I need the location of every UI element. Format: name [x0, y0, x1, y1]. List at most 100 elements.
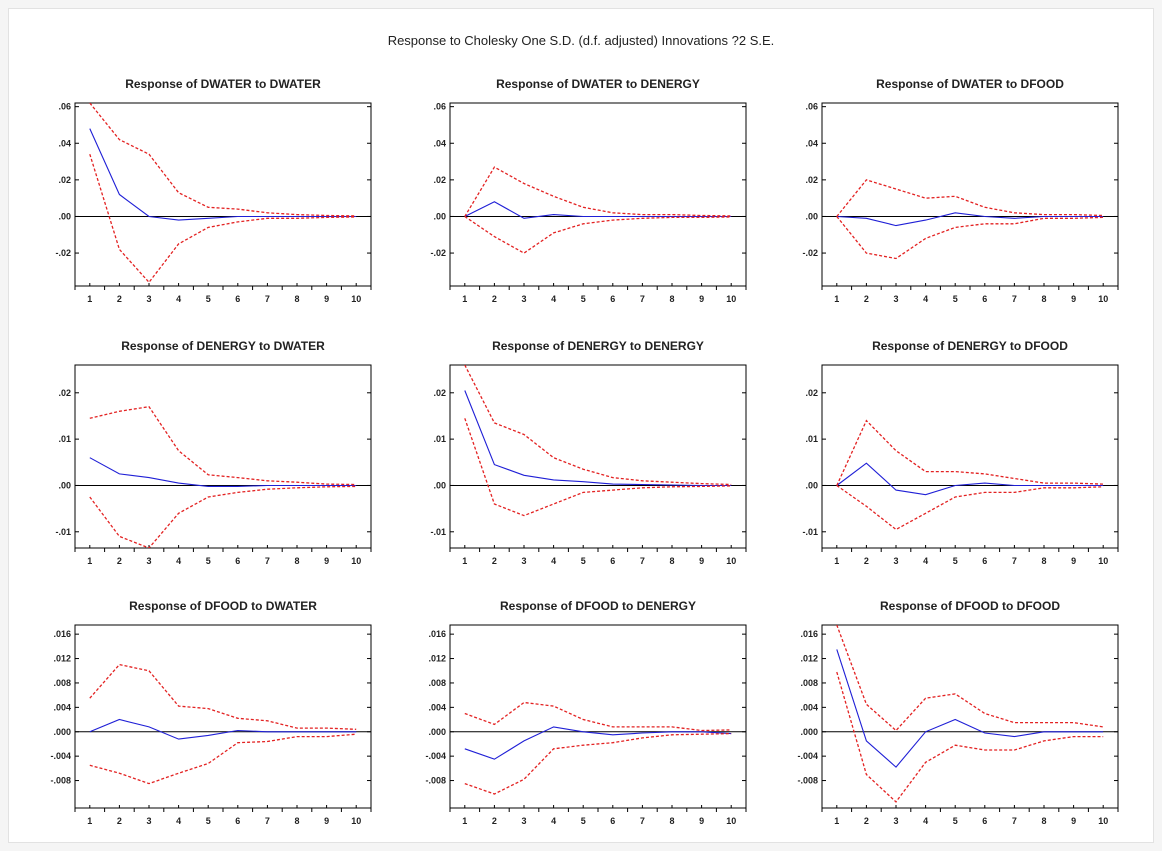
y-tick-label: .012: [800, 654, 818, 664]
plot-area: [836, 419, 1104, 531]
plot-area: [464, 365, 732, 517]
irf-panel: Response of DFOOD to DWATER .016 .012 .008.…: [50, 599, 372, 826]
x-tick-label: 2: [492, 294, 497, 304]
x-tick-label: 6: [235, 816, 240, 826]
x-tick-label: 4: [551, 556, 556, 566]
response-line: [464, 390, 732, 487]
x-tick-label: 1: [834, 556, 839, 566]
y-tick-label: -.02: [55, 248, 71, 258]
panel-title: Response of DWATER to DWATER: [125, 77, 321, 91]
y-tick-label: .016: [800, 629, 818, 639]
irf-panel: Response of DENERGY to DENERGY .02 .01 .00 -…: [430, 339, 747, 566]
y-tick-label: .016: [428, 629, 446, 639]
y-tick-label: -.004: [50, 751, 71, 761]
plot-area: [89, 663, 357, 785]
plot-area: [89, 103, 357, 284]
irf-panel: Response of DFOOD to DFOOD .016 .012 .008 .0…: [797, 599, 1119, 826]
y-tick-label: .02: [58, 388, 71, 398]
x-tick-label: 9: [1071, 816, 1076, 826]
plot-area: [89, 405, 357, 548]
y-tick-label: .004: [800, 702, 818, 712]
x-tick-label: 3: [521, 816, 526, 826]
x-tick-label: 7: [265, 556, 270, 566]
plot-frame: [74, 364, 372, 549]
x-tick-label: 1: [462, 556, 467, 566]
x-tick-label: 1: [834, 294, 839, 304]
x-tick-label: 2: [864, 816, 869, 826]
upper-band-line: [836, 179, 1104, 217]
plot-area: [836, 625, 1104, 803]
y-tick-label: .000: [53, 727, 71, 737]
x-tick-label: 3: [521, 294, 526, 304]
y-tick-label: .00: [58, 480, 71, 490]
y-tick-label: .008: [428, 678, 446, 688]
response-line: [89, 128, 357, 221]
y-tick-label: .02: [805, 388, 818, 398]
x-tick-label: 8: [669, 294, 674, 304]
x-tick-label: 9: [1071, 294, 1076, 304]
response-line: [836, 212, 1104, 227]
x-tick-label: 7: [1012, 294, 1017, 304]
x-tick-label: 5: [581, 556, 586, 566]
y-tick-label: .000: [800, 727, 818, 737]
x-tick-label: 10: [726, 294, 736, 304]
x-tick-label: 4: [551, 816, 556, 826]
x-tick-label: 6: [982, 816, 987, 826]
x-tick-label: 4: [923, 556, 928, 566]
x-tick-label: 7: [640, 294, 645, 304]
y-tick-label: -.004: [797, 751, 818, 761]
panel-title: Response of DFOOD to DWATER: [129, 599, 317, 613]
x-tick-label: 7: [265, 294, 270, 304]
lower-band-line: [464, 215, 732, 254]
upper-band-line: [836, 419, 1104, 486]
response-line: [836, 649, 1104, 768]
y-tick-label: .01: [58, 434, 71, 444]
x-tick-label: 6: [610, 294, 615, 304]
x-tick-label: 10: [1098, 556, 1108, 566]
x-tick-label: 5: [206, 294, 211, 304]
y-tick-label: .06: [433, 102, 446, 112]
x-tick-label: 2: [492, 816, 497, 826]
response-line: [464, 201, 732, 219]
x-tick-label: 1: [87, 556, 92, 566]
x-tick-label: 8: [1041, 294, 1046, 304]
x-tick-label: 10: [351, 816, 361, 826]
irf-panel: Response of DFOOD to DENERGY .016 .012 .008…: [425, 599, 747, 826]
y-tick-label: .02: [58, 175, 71, 185]
y-tick-label: .00: [805, 211, 818, 221]
irf-panel: Response of DWATER to DENERGY .06 .04 .02 .0…: [430, 77, 747, 304]
panel-title: Response of DENERGY to DWATER: [121, 339, 325, 353]
y-tick-label: .02: [433, 388, 446, 398]
response-line: [836, 462, 1104, 496]
panel-title: Response of DWATER to DFOOD: [876, 77, 1064, 91]
panel-title: Response of DWATER to DENERGY: [496, 77, 700, 91]
upper-band-line: [464, 365, 732, 486]
y-tick-label: .00: [433, 480, 446, 490]
plot-area: [836, 179, 1104, 260]
x-tick-label: 2: [117, 816, 122, 826]
panel-title: Response of DFOOD to DENERGY: [500, 599, 696, 613]
x-tick-label: 5: [581, 816, 586, 826]
panel-title: Response of DENERGY to DFOOD: [872, 339, 1068, 353]
plot-frame: [821, 102, 1119, 287]
x-tick-label: 7: [640, 816, 645, 826]
lower-band-line: [89, 733, 357, 785]
y-tick-label: .02: [433, 175, 446, 185]
plot-frame: [449, 624, 747, 809]
x-tick-label: 8: [294, 816, 299, 826]
x-tick-label: 2: [864, 556, 869, 566]
upper-band-line: [89, 663, 357, 730]
y-tick-label: -.008: [797, 776, 818, 786]
x-tick-label: 5: [953, 556, 958, 566]
y-tick-label: .04: [433, 138, 446, 148]
x-tick-label: 9: [1071, 556, 1076, 566]
x-tick-label: 3: [146, 294, 151, 304]
x-tick-label: 1: [87, 816, 92, 826]
y-tick-label: .016: [53, 629, 71, 639]
x-tick-label: 1: [462, 816, 467, 826]
x-tick-label: 5: [953, 294, 958, 304]
y-tick-label: .00: [805, 480, 818, 490]
lower-band-line: [836, 484, 1104, 531]
x-tick-label: 2: [492, 556, 497, 566]
